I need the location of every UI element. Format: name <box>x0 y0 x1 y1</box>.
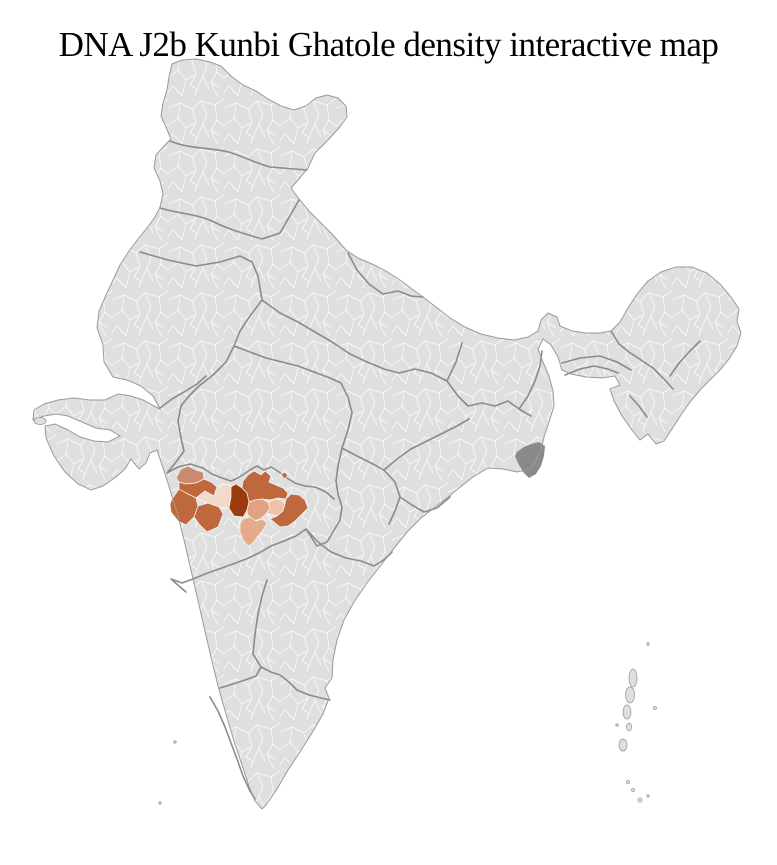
sundarbans-delta <box>515 442 545 478</box>
island <box>628 668 638 688</box>
island <box>626 722 632 732</box>
district-5-region[interactable] <box>193 502 224 533</box>
highlighted-districts-layer <box>169 465 309 547</box>
state-borders <box>139 140 701 800</box>
island <box>653 706 657 710</box>
island <box>626 780 630 784</box>
district-10-region[interactable] <box>269 493 309 528</box>
district-12-region[interactable] <box>280 471 289 480</box>
island <box>631 788 635 792</box>
island <box>173 740 177 744</box>
island <box>618 738 628 752</box>
island <box>615 723 619 727</box>
island <box>158 801 162 805</box>
island <box>646 642 650 646</box>
page-title: DNA J2b Kunbi Ghatole density interactiv… <box>58 25 719 65</box>
island <box>622 704 632 720</box>
district-11-region[interactable] <box>239 516 268 547</box>
island <box>33 417 47 425</box>
island <box>625 686 635 704</box>
islands-layer <box>33 417 657 805</box>
island <box>637 797 643 803</box>
island <box>646 794 650 798</box>
delta-patch <box>515 442 545 478</box>
